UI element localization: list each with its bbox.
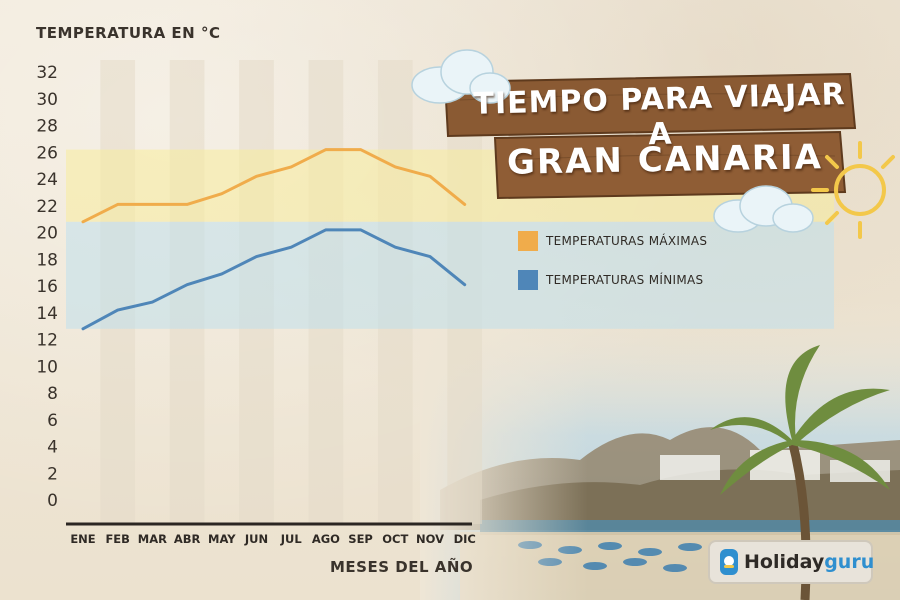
cloud-icon	[713, 185, 814, 233]
data-point	[394, 165, 397, 169]
y-axis-title: TEMPERATURA EN °C	[36, 24, 221, 42]
cloud-icon	[411, 49, 511, 104]
x-tick-label: MAY	[208, 532, 236, 546]
data-point	[463, 283, 466, 286]
data-point	[324, 228, 328, 232]
data-point	[185, 203, 189, 206]
sun-icon	[811, 141, 895, 239]
y-tick-label: 32	[36, 63, 58, 83]
logo-text-main: Holiday	[744, 551, 825, 573]
x-tick-label: NOV	[416, 532, 444, 546]
data-point	[220, 192, 223, 195]
data-point	[151, 203, 154, 206]
data-point	[290, 246, 293, 249]
x-tick-label: ENE	[70, 532, 95, 546]
line-series-max	[81, 148, 467, 224]
x-tick-label: ABR	[174, 532, 201, 546]
y-tick-label: 26	[36, 143, 58, 163]
data-point	[116, 203, 119, 206]
legend-item-max: TEMPERATURAS MÁXIMAS	[518, 231, 707, 251]
data-point	[185, 283, 189, 286]
band-min	[66, 221, 834, 329]
data-point	[428, 175, 432, 178]
y-tick-label: 20	[36, 224, 58, 244]
x-tick-label: SEP	[348, 532, 373, 546]
x-tick-label: DIC	[454, 532, 476, 546]
y-tick-label: 10	[36, 357, 58, 377]
x-tick-label: JUL	[280, 532, 303, 546]
legend-label-max: TEMPERATURAS MÁXIMAS	[546, 234, 708, 248]
x-tick-label: AGO	[312, 532, 340, 546]
data-point	[255, 175, 258, 178]
data-point	[151, 300, 154, 304]
data-point	[359, 148, 362, 151]
y-tick-label: 30	[36, 90, 58, 110]
y-tick-label: 24	[36, 170, 58, 190]
holidayguru-logo: Holidayguru	[708, 540, 874, 584]
title-board	[443, 72, 857, 200]
data-point	[359, 228, 362, 232]
data-point	[220, 272, 223, 276]
y-tick-label: 8	[47, 384, 58, 404]
y-tick-label: 28	[36, 117, 58, 137]
data-point	[116, 308, 119, 312]
y-tick-label: 2	[47, 464, 58, 484]
y-tick-label: 14	[36, 304, 58, 324]
y-tick-label: 12	[36, 331, 58, 351]
y-tick-label: 6	[47, 411, 58, 431]
data-point	[81, 327, 85, 330]
x-tick-label: MAR	[138, 532, 167, 546]
legend-swatch-max	[518, 231, 538, 251]
data-point	[428, 255, 432, 258]
y-tick-label: 0	[47, 491, 58, 511]
logo-badge-icon	[720, 549, 738, 575]
title-line-2: GRAN CANARIA	[506, 137, 824, 183]
data-point	[324, 148, 328, 151]
data-point	[81, 220, 85, 223]
data-point	[290, 165, 293, 169]
x-tick-label: FEB	[105, 532, 129, 546]
logo-text: Holidayguru	[744, 551, 874, 573]
logo-text-accent: guru	[824, 551, 875, 573]
data-point	[255, 255, 258, 258]
y-tick-label: 16	[36, 277, 58, 297]
legend-label-min: TEMPERATURAS MÍNIMAS	[546, 273, 704, 287]
y-tick-label: 18	[36, 250, 58, 270]
legend-swatch-min	[518, 270, 538, 290]
x-axis-title: MESES DEL AÑO	[330, 558, 474, 576]
x-tick-label: OCT	[382, 532, 408, 546]
line-series-min	[81, 228, 467, 331]
y-tick-label: 22	[36, 197, 58, 217]
x-tick-label: JUN	[244, 532, 268, 546]
data-point	[463, 203, 466, 206]
data-point	[394, 246, 397, 249]
y-tick-label: 4	[47, 438, 58, 458]
legend-item-min: TEMPERATURAS MÍNIMAS	[518, 270, 703, 290]
